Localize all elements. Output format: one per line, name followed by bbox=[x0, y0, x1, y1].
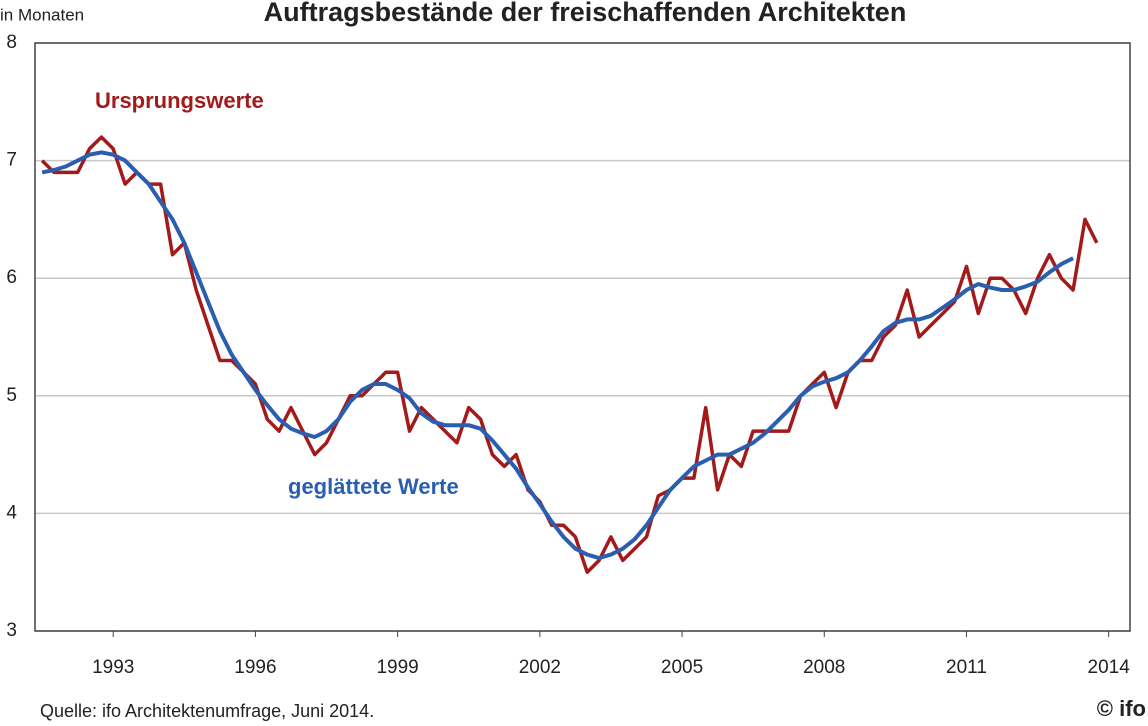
y-tick-label: 4 bbox=[6, 502, 17, 523]
x-tick-label: 2002 bbox=[519, 657, 561, 678]
y-tick-label: 5 bbox=[6, 385, 17, 406]
plot-frame bbox=[34, 42, 1131, 632]
x-tick-label: 2011 bbox=[946, 657, 987, 678]
y-tick-label: 3 bbox=[6, 620, 17, 641]
x-tick-label: 2005 bbox=[661, 657, 703, 678]
x-tick-label: 1999 bbox=[376, 657, 418, 678]
source: Quelle: ifo Architektenumfrage, Juni 201… bbox=[40, 701, 374, 721]
chart-title: Auftragsbestände der freischaffenden Arc… bbox=[264, 0, 907, 27]
y-axis-label: in Monaten bbox=[0, 5, 84, 24]
x-tick-label: 1996 bbox=[234, 657, 276, 678]
y-tick-label: 6 bbox=[6, 267, 17, 288]
x-tick-label: 2008 bbox=[803, 657, 845, 678]
series-line bbox=[40, 135, 1099, 574]
x-tick-label: 2014 bbox=[1088, 657, 1131, 678]
series-line bbox=[41, 150, 1074, 561]
x-tick-label: 1993 bbox=[92, 657, 134, 678]
legend-label: Ursprungswerte bbox=[95, 88, 264, 113]
y-tick-label: 7 bbox=[6, 150, 17, 171]
y-tick-label: 8 bbox=[6, 32, 17, 53]
legend-label: geglättete Werte bbox=[288, 474, 459, 499]
logo: © ifo bbox=[1097, 696, 1146, 721]
